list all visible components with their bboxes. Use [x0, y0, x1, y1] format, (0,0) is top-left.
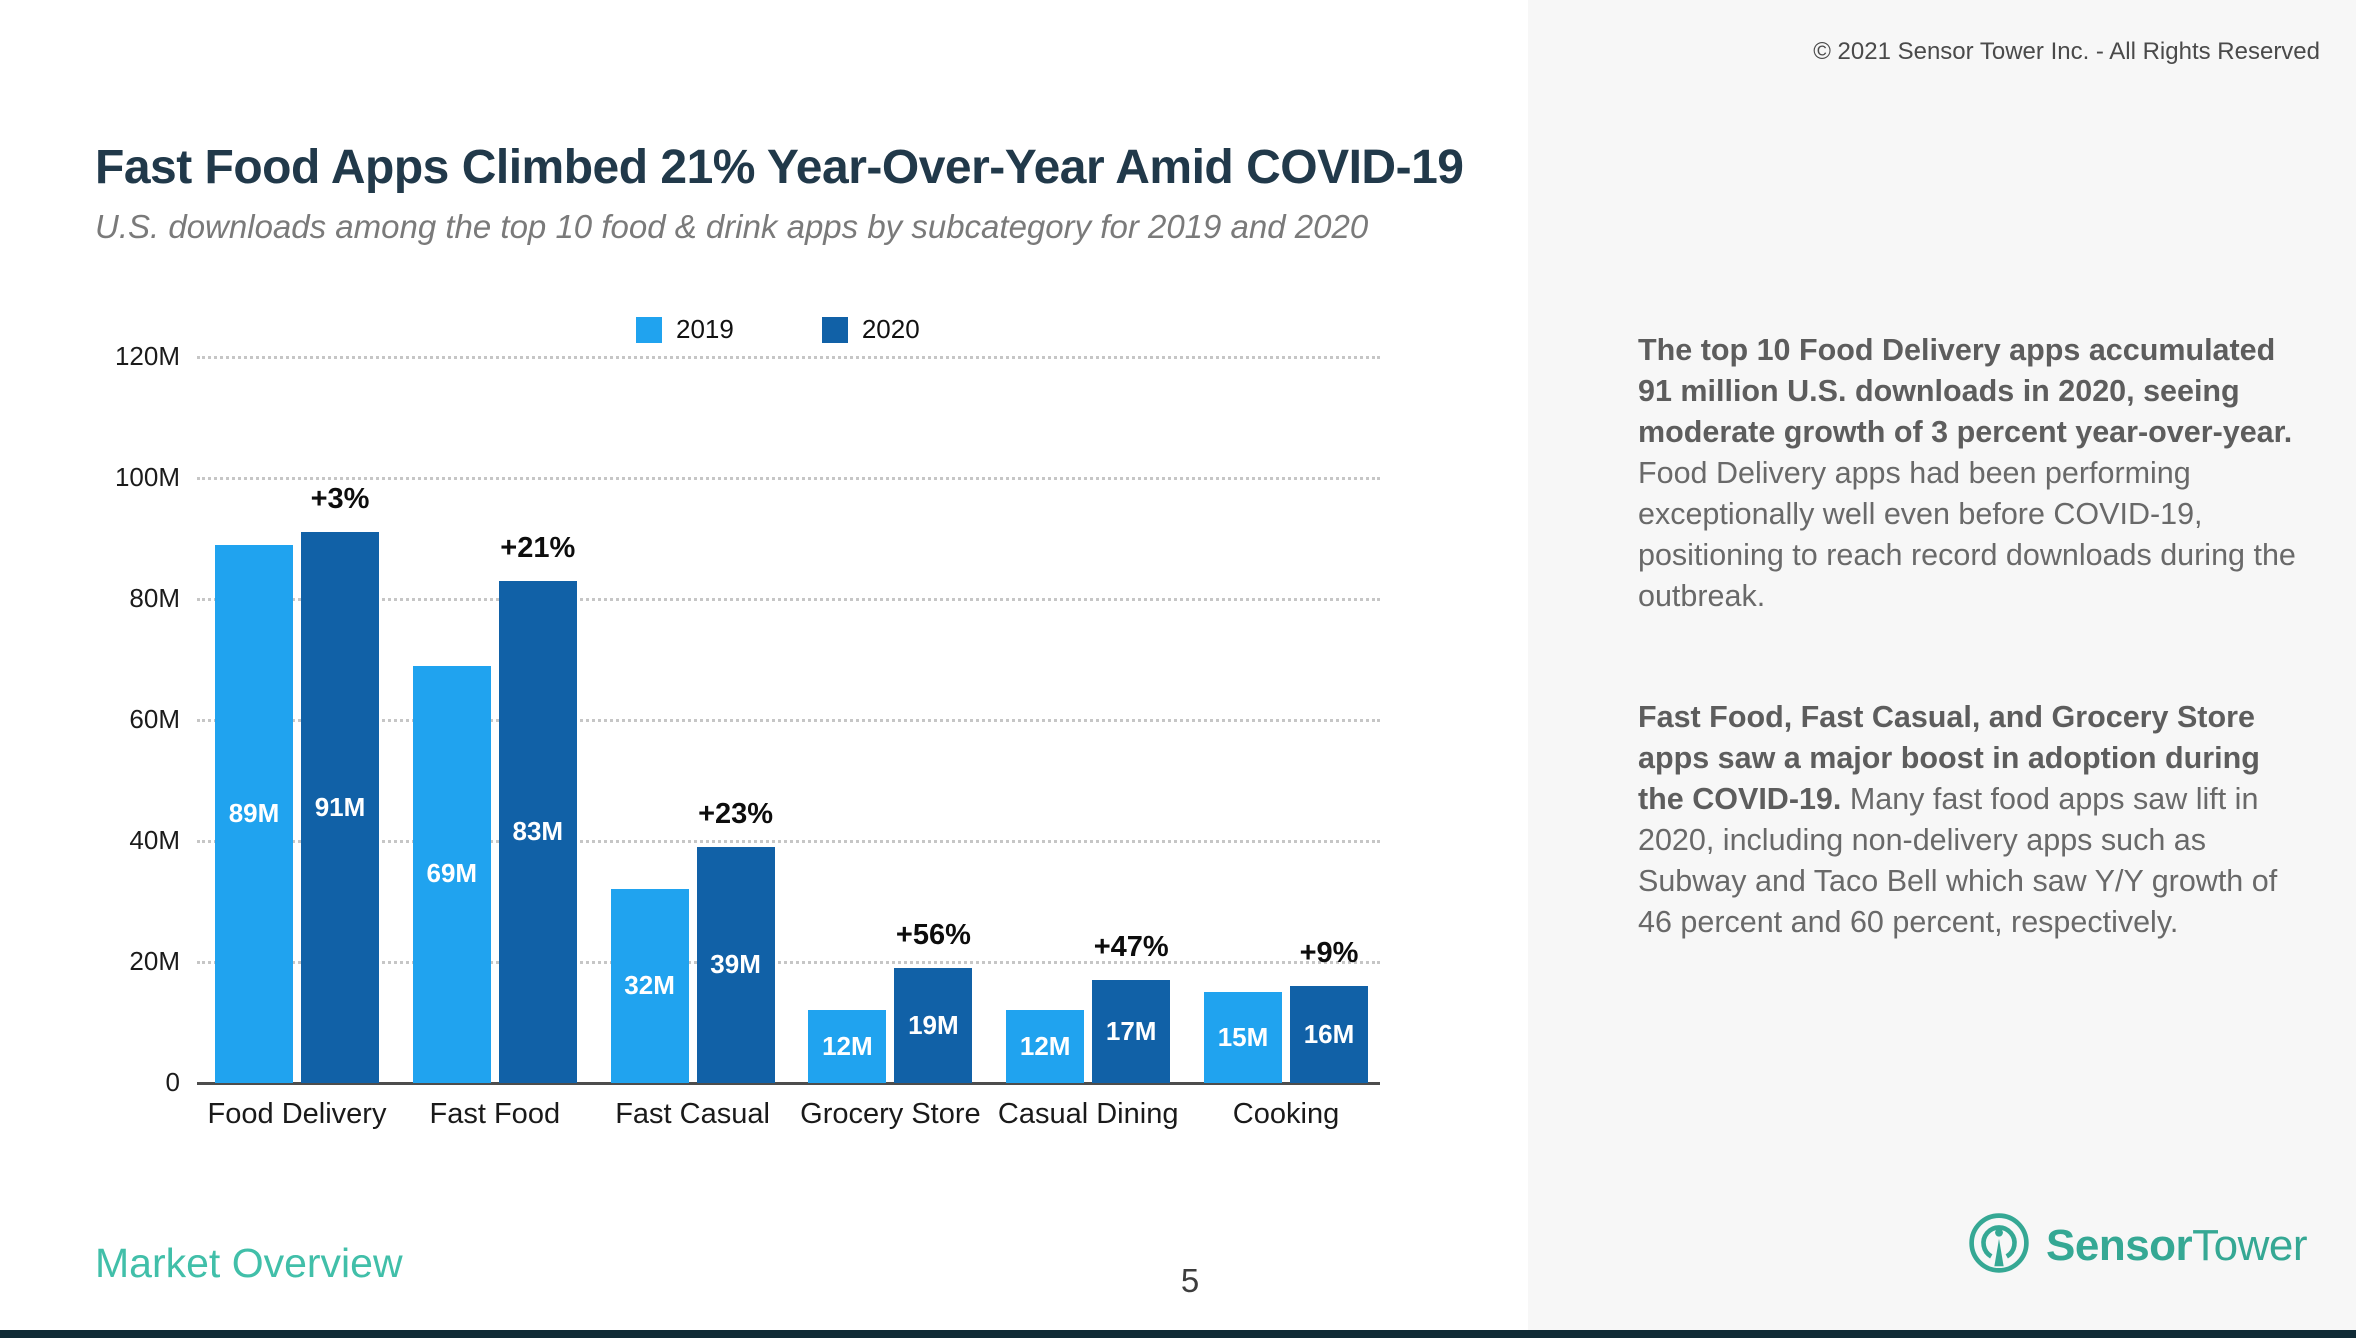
commentary-panel	[1528, 0, 2356, 1338]
bar-2019-grocery-store	[808, 1010, 887, 1083]
y-axis-tick-label: 80M	[129, 583, 180, 613]
paragraph-2-regular: Many fast food apps saw lift in 2020, in…	[1638, 782, 2278, 939]
y-axis-tick-label: 40M	[129, 825, 180, 855]
pct-change-label: +23%	[698, 798, 774, 831]
bar-chart: 120M 100M 80M 60M 40M 20M 0 89M 91M +3% Food Deliv…	[114, 341, 1380, 1130]
bar-2019-fast-food	[412, 665, 491, 1083]
y-axis-tick-label: 20M	[129, 946, 180, 976]
logo-text-sensor: Sensor	[2046, 1220, 2193, 1270]
x-axis-category-label: Fast Food	[429, 1098, 561, 1130]
bar-value-label: 91M	[314, 791, 366, 822]
bar-2019-casual-dining	[1006, 1010, 1085, 1083]
y-axis-tick-label: 60M	[129, 704, 180, 734]
x-axis-category-label: Fast Casual	[615, 1098, 770, 1130]
sensor-tower-logo-icon	[1968, 1212, 2030, 1279]
bar-value-label: 89M	[228, 797, 280, 828]
commentary-paragraph-2: Fast Food, Fast Casual, and Grocery Stor…	[1638, 697, 2298, 943]
bottom-accent-strip	[0, 1330, 2356, 1338]
bar-2020-cooking	[1290, 986, 1368, 1083]
bar-value-label: 16M	[1303, 1018, 1355, 1049]
y-axis-tick-label: 100M	[114, 462, 180, 492]
x-axis-line	[197, 1082, 1380, 1085]
sensor-tower-logo-text: SensorTower	[2046, 1220, 2308, 1271]
pct-change-label: +56%	[895, 919, 971, 952]
legend-item-2019: 2019	[636, 314, 734, 345]
bar-2020-fast-food	[498, 580, 577, 1083]
bar-value-label: 69M	[426, 858, 478, 889]
sensor-tower-logo: SensorTower	[1968, 1212, 2308, 1279]
bar-value-label: 32M	[624, 970, 675, 1001]
pct-change-label: +9%	[1299, 937, 1359, 970]
legend-swatch-2020	[821, 316, 848, 343]
x-axis-category-label: Cooking	[1232, 1098, 1340, 1130]
pct-change-label: +47%	[1093, 931, 1169, 964]
copyright-notice: © 2021 Sensor Tower Inc. - All Rights Re…	[1813, 38, 2320, 65]
pct-change-label: +21%	[500, 531, 576, 564]
section-label: Market Overview	[95, 1240, 403, 1286]
bar-value-label: 19M	[908, 1009, 959, 1040]
gridline-60M	[197, 718, 1380, 722]
page-number: 5	[1180, 1262, 1200, 1299]
logo-text-tower: Tower	[2192, 1220, 2308, 1270]
legend-swatch-2019	[636, 316, 662, 343]
legend-label-2019: 2019	[676, 314, 734, 344]
commentary-paragraph-1: The top 10 Food Delivery apps accumulate…	[1638, 330, 2298, 617]
page-subtitle: U.S. downloads among the top 10 food & d…	[95, 208, 1369, 245]
bar-value-label: 39M	[710, 949, 761, 980]
legend-label-2020: 2020	[861, 314, 920, 344]
legend-item-2020: 2020	[821, 314, 920, 345]
page-title: Fast Food Apps Climbed 21% Year-Over-Yea…	[95, 141, 1464, 195]
gridline-100M	[197, 476, 1380, 480]
y-axis-tick-label: 120M	[114, 341, 180, 371]
x-axis-category-label: Casual Dining	[997, 1098, 1179, 1130]
bar-value-label: 83M	[512, 815, 564, 846]
bar-value-label: 15M	[1217, 1021, 1269, 1052]
chart-legend: 2019 2020	[636, 314, 920, 345]
gridline-40M	[197, 839, 1380, 843]
gridline-120M	[197, 355, 1380, 359]
x-axis-category-label: Grocery Store	[800, 1098, 981, 1130]
x-axis-category-label: Food Delivery	[207, 1098, 387, 1130]
bar-2019-food-delivery	[215, 544, 293, 1083]
paragraph-2-bold: Fast Food, Fast Casual, and Grocery Stor…	[1638, 700, 2260, 816]
bar-2020-fast-casual	[696, 847, 775, 1083]
gridline-20M	[197, 960, 1380, 964]
gridline-80M	[197, 597, 1380, 601]
bar-2020-casual-dining	[1092, 980, 1171, 1083]
bar-value-label: 12M	[822, 1030, 873, 1061]
bar-value-label: 17M	[1105, 1015, 1157, 1046]
bar-2020-food-delivery	[301, 532, 379, 1083]
paragraph-1-bold: The top 10 Food Delivery apps accumulate…	[1638, 333, 2293, 449]
bar-2019-fast-casual	[610, 889, 689, 1083]
pct-change-label: +3%	[310, 483, 370, 516]
bar-2019-cooking	[1204, 992, 1282, 1083]
y-axis-tick-label: 0	[165, 1067, 180, 1097]
commentary-text: The top 10 Food Delivery apps accumulate…	[1638, 330, 2298, 943]
bar-value-label: 12M	[1019, 1030, 1071, 1061]
paragraph-1-regular: Food Delivery apps had been performing e…	[1638, 456, 2296, 613]
bar-2020-grocery-store	[894, 968, 973, 1083]
